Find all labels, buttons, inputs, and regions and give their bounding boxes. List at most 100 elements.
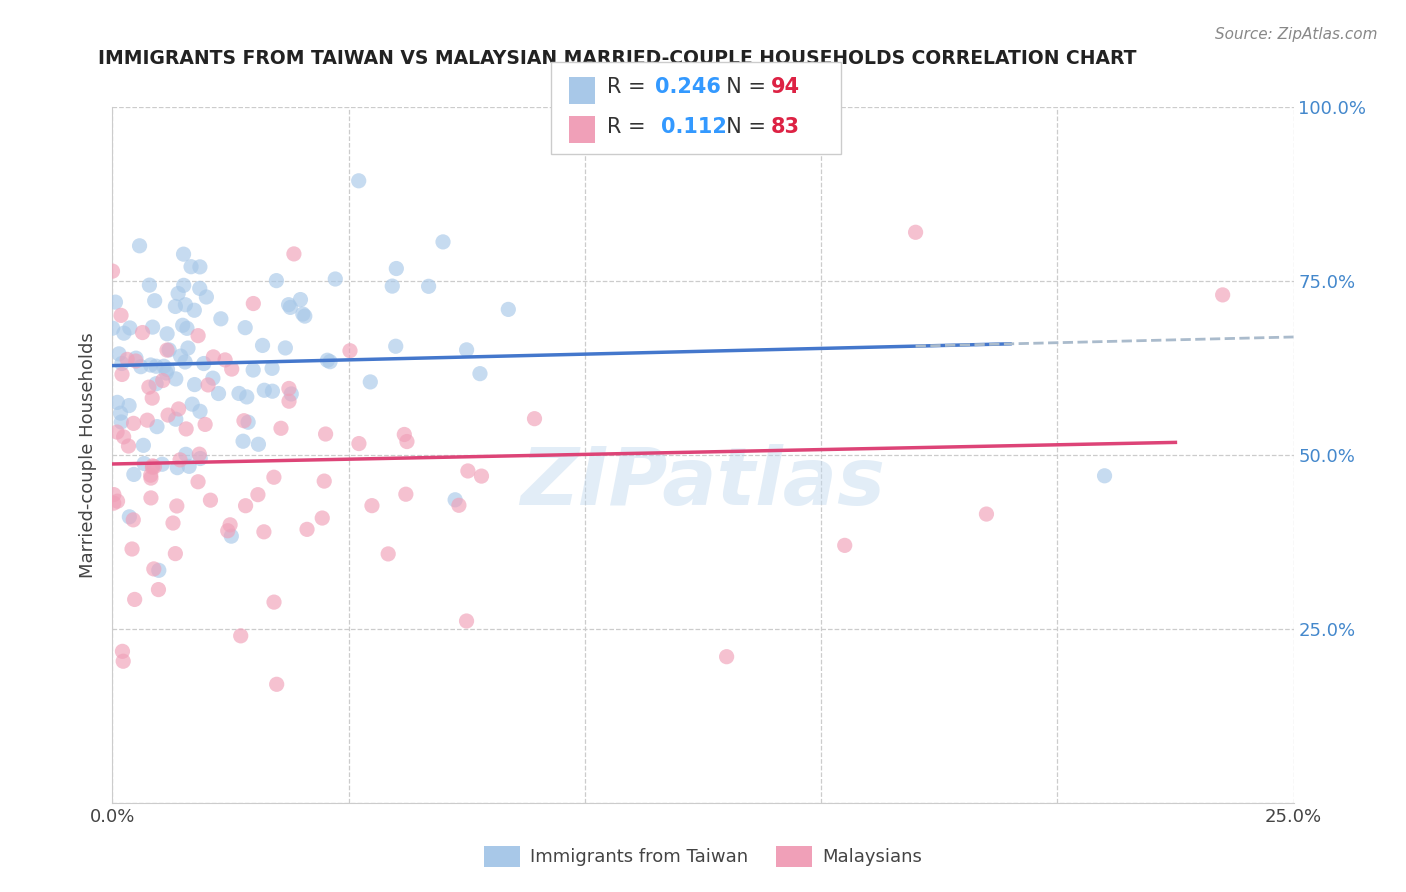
Point bbox=[172, 318, 194, 333]
Point bbox=[136, 413, 159, 427]
Point bbox=[294, 309, 316, 323]
Point bbox=[207, 386, 229, 401]
Point bbox=[263, 470, 285, 484]
Point bbox=[122, 417, 145, 431]
Legend: Immigrants from Taiwan, Malaysians: Immigrants from Taiwan, Malaysians bbox=[477, 838, 929, 874]
Point bbox=[131, 326, 153, 340]
Point bbox=[132, 438, 155, 452]
Point bbox=[263, 595, 285, 609]
Point bbox=[104, 295, 127, 310]
Point bbox=[148, 582, 170, 597]
Point bbox=[283, 247, 305, 261]
Point bbox=[315, 427, 337, 442]
Point bbox=[236, 390, 259, 404]
Point bbox=[221, 362, 243, 376]
Point bbox=[110, 309, 132, 323]
Point bbox=[262, 384, 284, 399]
Point bbox=[319, 354, 342, 368]
Point bbox=[316, 353, 339, 368]
Point bbox=[347, 436, 370, 450]
Point bbox=[181, 397, 204, 411]
Point bbox=[157, 408, 180, 422]
Text: 0.112: 0.112 bbox=[661, 117, 727, 136]
Point bbox=[232, 434, 254, 449]
Point bbox=[395, 434, 418, 449]
Text: N =: N = bbox=[713, 117, 772, 136]
Point bbox=[217, 524, 239, 538]
Point bbox=[262, 361, 284, 376]
Point bbox=[277, 381, 299, 395]
Point bbox=[139, 471, 162, 485]
Point bbox=[103, 496, 125, 510]
Point bbox=[470, 469, 492, 483]
Point bbox=[139, 491, 162, 505]
Point bbox=[146, 419, 169, 434]
Point bbox=[117, 439, 139, 453]
Point bbox=[295, 522, 318, 536]
Point bbox=[150, 457, 173, 471]
Point bbox=[188, 447, 211, 461]
Point bbox=[165, 372, 187, 386]
Point bbox=[188, 404, 211, 418]
Point bbox=[167, 401, 190, 416]
Point bbox=[270, 421, 292, 435]
Point bbox=[361, 499, 384, 513]
Point bbox=[107, 494, 129, 508]
Point bbox=[125, 354, 148, 368]
Point bbox=[359, 375, 381, 389]
Point bbox=[138, 380, 160, 394]
Point bbox=[174, 355, 197, 369]
Point bbox=[200, 493, 222, 508]
Point bbox=[291, 307, 314, 321]
Point bbox=[456, 614, 478, 628]
Point bbox=[904, 225, 927, 239]
Point bbox=[432, 235, 454, 249]
Point bbox=[118, 399, 141, 413]
Point bbox=[111, 356, 134, 370]
Y-axis label: Married-couple Households: Married-couple Households bbox=[79, 332, 97, 578]
Point bbox=[201, 371, 224, 385]
Point bbox=[209, 311, 232, 326]
Point bbox=[183, 303, 205, 318]
Point bbox=[266, 677, 288, 691]
Point bbox=[277, 298, 299, 312]
Point bbox=[456, 343, 478, 357]
Point bbox=[180, 260, 202, 274]
Point bbox=[143, 459, 166, 474]
Point bbox=[236, 415, 259, 429]
Point bbox=[157, 343, 180, 357]
Point bbox=[444, 492, 467, 507]
Point bbox=[118, 321, 141, 335]
Point bbox=[202, 350, 225, 364]
Text: R =: R = bbox=[607, 78, 652, 97]
Point bbox=[194, 417, 217, 432]
Point bbox=[112, 430, 135, 444]
Point bbox=[155, 366, 177, 380]
Point bbox=[108, 347, 131, 361]
Point bbox=[246, 488, 269, 502]
Point bbox=[280, 301, 302, 315]
Point bbox=[103, 487, 125, 501]
Point bbox=[280, 387, 302, 401]
Point bbox=[162, 516, 184, 530]
Point bbox=[165, 300, 187, 314]
Point bbox=[418, 279, 440, 293]
Point bbox=[165, 412, 187, 426]
Point bbox=[128, 239, 150, 253]
Point bbox=[111, 368, 134, 382]
Text: IMMIGRANTS FROM TAIWAN VS MALAYSIAN MARRIED-COUPLE HOUSEHOLDS CORRELATION CHART: IMMIGRANTS FROM TAIWAN VS MALAYSIAN MARR… bbox=[98, 49, 1137, 68]
Point bbox=[183, 377, 205, 392]
Point bbox=[152, 374, 174, 388]
Point bbox=[169, 453, 191, 467]
Point bbox=[115, 352, 138, 367]
Point bbox=[153, 359, 176, 374]
Point bbox=[290, 293, 312, 307]
Point bbox=[193, 357, 215, 371]
Point bbox=[179, 459, 201, 474]
Point bbox=[523, 411, 546, 425]
Point bbox=[174, 422, 197, 436]
Point bbox=[1212, 288, 1234, 302]
Point bbox=[167, 286, 190, 301]
Point bbox=[125, 351, 148, 366]
Point bbox=[1094, 468, 1116, 483]
